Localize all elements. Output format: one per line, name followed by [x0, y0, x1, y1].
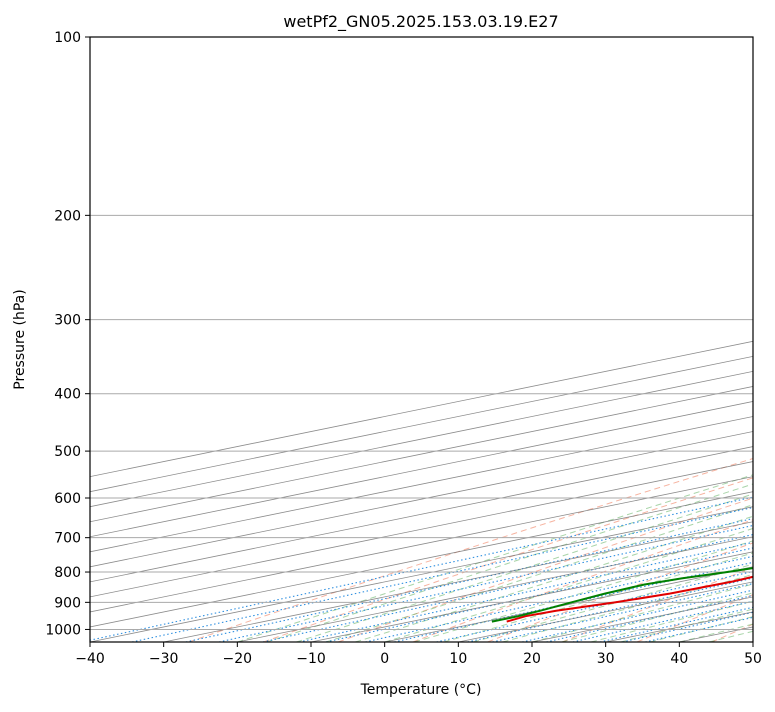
y-tick-label: 600 [54, 491, 81, 507]
x-tick-label: 40 [670, 651, 688, 667]
y-tick-label: 1000 [45, 622, 81, 638]
y-tick-label: 900 [54, 595, 81, 611]
x-tick-label: 50 [744, 651, 762, 667]
x-tick-label: −40 [75, 651, 105, 667]
x-tick-label: 10 [449, 651, 467, 667]
x-tick-label: 30 [597, 651, 615, 667]
y-tick-label: 700 [54, 531, 81, 547]
chart-title: wetPf2_GN05.2025.153.03.19.E27 [283, 12, 558, 32]
y-tick-label: 500 [54, 444, 81, 460]
y-tick-label: 300 [54, 313, 81, 329]
y-axis-label: Pressure (hPa) [12, 289, 28, 389]
y-tick-label: 100 [54, 30, 81, 46]
y-tick-label: 800 [54, 565, 81, 581]
x-tick-label: −20 [223, 651, 253, 667]
x-tick-label: 0 [380, 651, 389, 667]
y-tick-label: 400 [54, 387, 81, 403]
x-axis-label: Temperature (°C) [360, 682, 482, 698]
x-tick-label: 20 [523, 651, 541, 667]
y-tick-label: 200 [54, 208, 81, 224]
x-tick-label: −10 [296, 651, 326, 667]
x-tick-label: −30 [149, 651, 179, 667]
